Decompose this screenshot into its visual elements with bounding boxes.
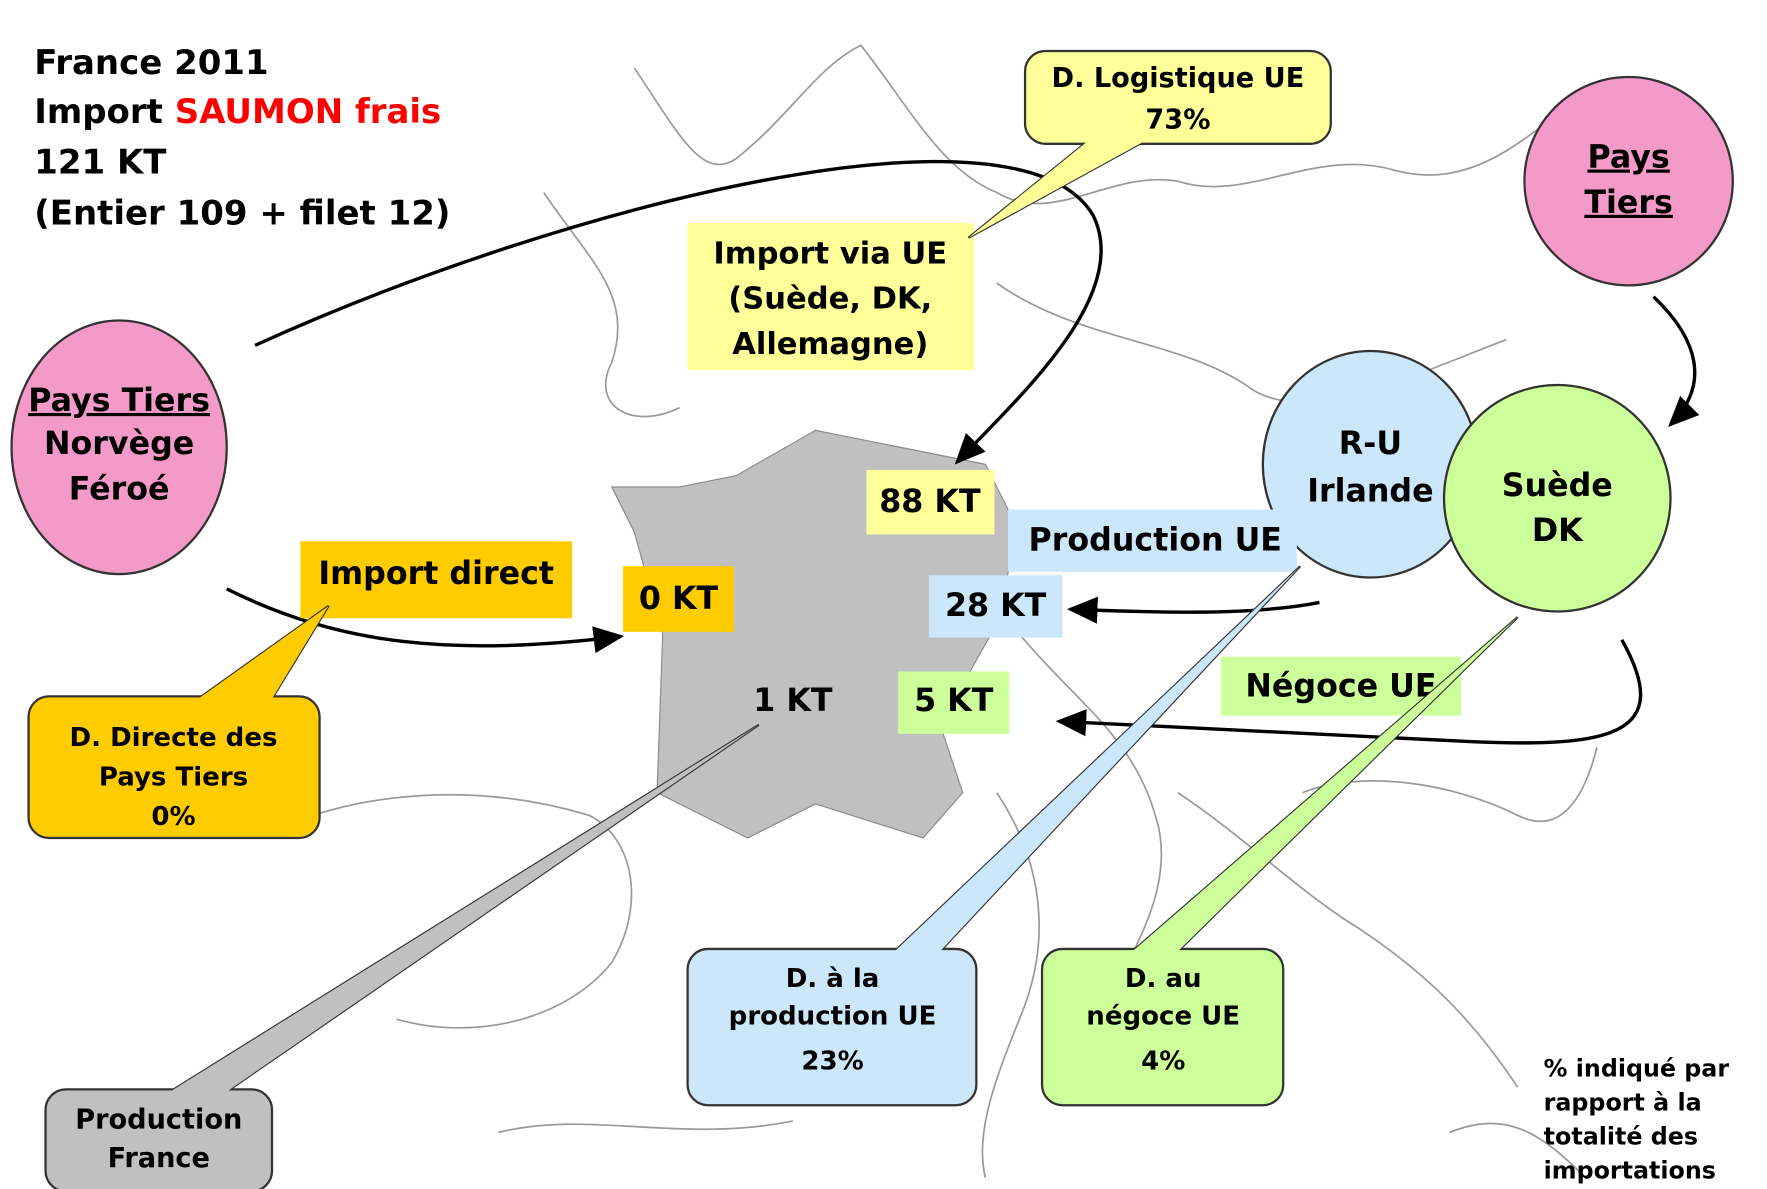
label-text: 0 KT (639, 581, 719, 617)
label-text: % indiqué par (1544, 1055, 1730, 1083)
box-import-via-ue (687, 223, 975, 371)
label-text: D. au (1125, 964, 1202, 994)
callout-logistique (1023, 49, 1332, 145)
label-text: 88 KT (879, 484, 981, 520)
box-88kt (866, 469, 995, 535)
callout-production-france-tail-join (170, 724, 759, 1092)
callout-production-ue (686, 947, 978, 1107)
label-text: R-U (1339, 426, 1402, 462)
label-text: France 2011 (34, 43, 268, 83)
label-text: 23% (801, 1047, 863, 1077)
circle-suede (1442, 383, 1672, 613)
arrow (225, 587, 625, 654)
arrow (254, 159, 1103, 465)
label-text: 1 KT (753, 683, 833, 719)
label-text: importations (1544, 1157, 1716, 1185)
header-line2: Import SAUMON frais (34, 92, 441, 132)
label-text: 28 KT (945, 588, 1047, 624)
label-text: Pays (1587, 140, 1669, 176)
box-0kt (623, 566, 735, 632)
header-import: Import (34, 92, 163, 132)
label-text: Norvège (44, 426, 194, 462)
label-text: 4% (1141, 1047, 1185, 1077)
label-text: Pays Tiers (28, 383, 210, 419)
circle-norvege (10, 319, 228, 576)
label-text: totalité des (1544, 1123, 1698, 1151)
label-text: (Suède, DK, (728, 282, 932, 317)
label-text: rapport à la (1544, 1089, 1702, 1117)
label-text: D. Directe des (70, 723, 278, 753)
callout-production-france (44, 1088, 274, 1189)
label-text: Production (75, 1105, 242, 1136)
label-text: 0% (151, 802, 195, 832)
circle-pays-tiers (1523, 75, 1734, 287)
label-text: (Entier 109 + filet 12) (34, 194, 450, 234)
box-28kt (928, 575, 1063, 638)
label-text: 73% (1145, 105, 1210, 136)
header-saumon: SAUMON frais (175, 92, 442, 132)
box-production-ue (1008, 509, 1297, 572)
label-text: D. à la (786, 964, 880, 994)
label-text: Production UE (1029, 522, 1282, 558)
callout-directe (27, 695, 321, 840)
callout-logistique-tail-join (968, 141, 1144, 238)
label-text: Import direct (318, 556, 554, 592)
label-text: DK (1532, 513, 1584, 549)
label-text: Irlande (1307, 474, 1433, 510)
label-text: 121 KT (34, 143, 166, 183)
label-text: négoce UE (1086, 1001, 1240, 1031)
label-text: production UE (729, 1001, 937, 1031)
label-text: D. Logistique UE (1052, 63, 1305, 94)
callout-production-ue-tail-join (894, 566, 1301, 952)
arrow (1652, 295, 1700, 428)
box-5kt (898, 671, 1010, 734)
box-import-direct (300, 541, 573, 619)
callout-directe-tail-join (198, 605, 329, 699)
label-text: Pays Tiers (99, 762, 248, 792)
label-text: Allemagne) (732, 327, 928, 362)
label-text: Suède (1502, 468, 1613, 504)
label-text: Féroé (69, 471, 170, 507)
arrow (1055, 638, 1643, 745)
label-text: 5 KT (914, 683, 994, 719)
label-text: Négoce UE (1245, 668, 1436, 704)
label-text: Import via UE (713, 236, 947, 271)
arrow (1066, 596, 1320, 624)
label-text: Tiers (1584, 185, 1672, 221)
label-text: France (108, 1143, 210, 1174)
